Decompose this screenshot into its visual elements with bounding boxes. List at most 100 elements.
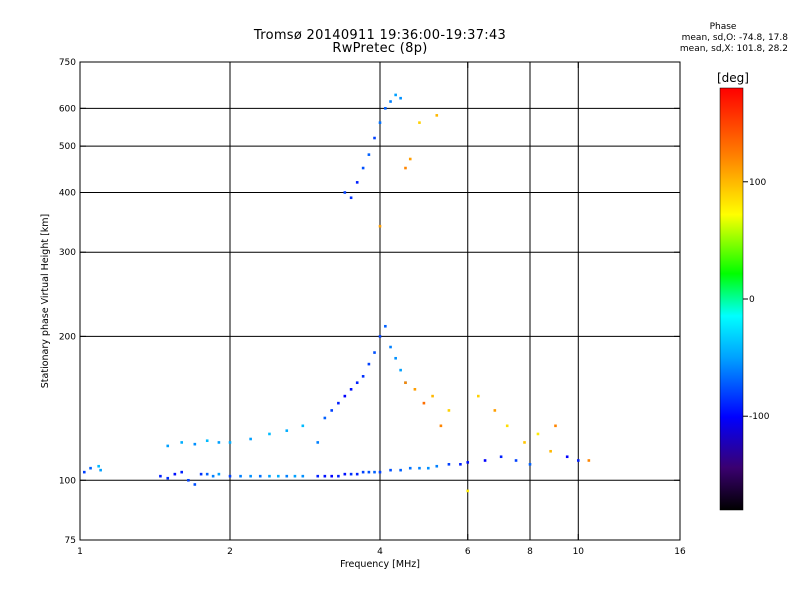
y-tick-label: 750 [59, 58, 76, 68]
data-point [394, 356, 397, 360]
chart-subtitle: RwPretec (8p) [332, 41, 428, 56]
data-point [97, 464, 100, 468]
data-point [355, 181, 359, 184]
data-point [536, 432, 540, 436]
axis-ticks: 1 2 4 6 8 10 16 75 100 200 300 400 500 600 750 [59, 58, 686, 557]
data-point [301, 424, 305, 428]
data-point [301, 474, 305, 478]
data-point [337, 401, 340, 405]
data-point [435, 114, 439, 117]
data-point [355, 381, 359, 385]
data-point [249, 474, 252, 478]
data-point [399, 468, 402, 472]
data-point [587, 459, 591, 462]
data-point [435, 464, 439, 468]
phase-summary: Phase mean, sd,O: -74.8, 17.8 mean, sd,X… [618, 22, 788, 55]
data-point [217, 472, 221, 476]
data-point [528, 463, 532, 466]
phase-summary-o: mean, sd,O: -74.8, 17.8 [681, 33, 788, 43]
data-point [173, 472, 177, 476]
data-point [483, 459, 487, 462]
data-point [330, 474, 334, 478]
y-axis-label: Stationary phase Virtual Height [km] [40, 214, 51, 388]
y-tick-label: 200 [59, 332, 76, 342]
data-point [439, 424, 443, 428]
data-point [187, 478, 190, 482]
data-point [330, 409, 334, 412]
data-point [565, 455, 569, 459]
data-point [554, 424, 557, 428]
data-point [239, 474, 242, 478]
data-point [343, 191, 347, 194]
data-point [159, 474, 162, 478]
data-point [505, 424, 509, 428]
data-point [514, 459, 518, 462]
data-point [228, 474, 232, 478]
data-point [477, 394, 480, 398]
data-point [285, 429, 289, 432]
data-point [99, 468, 102, 472]
data-point [349, 388, 353, 391]
x-tick-label: 10 [573, 547, 585, 557]
phase-summary-heading: Phase [709, 22, 737, 32]
data-point [180, 470, 184, 474]
data-point [361, 375, 365, 378]
phase-summary-x: mean, sd,X: 101.8, 28.2 [679, 44, 788, 54]
y-tick-label: 75 [65, 536, 76, 546]
data-point [166, 476, 170, 480]
data-point [323, 474, 327, 478]
data-point [367, 153, 371, 156]
data-point [523, 441, 526, 444]
data-point [466, 489, 470, 493]
colorbar-tick-label: 100 [749, 178, 766, 188]
data-point [82, 470, 86, 474]
data-point [355, 472, 359, 476]
data-point [389, 345, 392, 349]
data-point [399, 368, 402, 372]
data-point [205, 439, 209, 443]
data-point [413, 388, 417, 391]
data-point [276, 474, 280, 478]
data-point [180, 441, 184, 444]
colorbar [719, 87, 744, 511]
data-point [394, 93, 397, 97]
data-point [408, 157, 412, 161]
data-point [408, 466, 412, 470]
data-point [349, 196, 353, 200]
data-point [343, 472, 347, 476]
data-point [367, 470, 371, 474]
data-point [493, 409, 497, 412]
data-points [82, 93, 591, 493]
data-point [217, 441, 221, 444]
x-tick-label: 8 [527, 547, 533, 557]
data-point [343, 394, 347, 398]
chart-title: Tromsø 20140911 19:36:00-19:37:43 [253, 28, 507, 43]
data-point [316, 441, 320, 444]
x-tick-label: 4 [377, 547, 383, 557]
data-point [323, 416, 327, 420]
data-point [337, 474, 340, 478]
data-point [349, 472, 353, 476]
data-point [431, 394, 434, 398]
y-tick-label: 300 [59, 248, 76, 258]
data-point [378, 470, 382, 474]
data-point [384, 107, 387, 110]
data-point [361, 166, 365, 170]
data-point [268, 432, 271, 436]
data-point [459, 463, 462, 466]
data-point [404, 381, 407, 385]
colorbar-tick-label: -100 [749, 412, 770, 422]
data-point [199, 472, 203, 476]
data-point [378, 121, 382, 124]
data-point [249, 437, 252, 441]
data-point [389, 468, 392, 472]
data-point [258, 474, 262, 478]
data-point [211, 474, 215, 478]
x-tick-label: 2 [227, 547, 233, 557]
colorbar-ticks: 100 0 -100 [743, 178, 770, 422]
data-point [316, 474, 320, 478]
data-point [378, 335, 382, 338]
data-point [193, 442, 197, 446]
data-point [268, 474, 271, 478]
data-point [426, 466, 430, 470]
